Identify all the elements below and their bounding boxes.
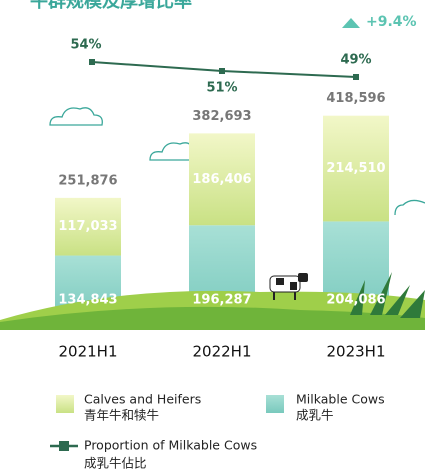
bar-value-label: 204,086: [326, 293, 385, 308]
bar-value-label: 134,843: [58, 293, 117, 308]
legend-marker: [59, 441, 69, 451]
legend-swatch: [266, 395, 284, 413]
bar-value-label: 196,287: [192, 293, 251, 308]
total-label: 382,693: [192, 109, 251, 124]
line-value-label: 54%: [70, 38, 101, 53]
line-value-label: 51%: [206, 81, 237, 96]
line-value-label: 49%: [340, 53, 371, 68]
bar-segment: [189, 133, 255, 226]
bar-segment: [323, 115, 389, 222]
line-marker: [89, 59, 95, 65]
grass: [350, 272, 425, 318]
legend-label: Proportion of Milkable Cows: [84, 438, 257, 453]
legend-label: 青年牛和犊牛: [84, 408, 159, 423]
bar-segment: [55, 197, 121, 256]
legend-label: 成乳牛佔比: [84, 456, 147, 471]
bar-value-label: 214,510: [326, 161, 385, 176]
line-marker: [353, 74, 359, 80]
x-tick-label: 2023H1: [327, 343, 386, 361]
up-icon: [342, 18, 360, 28]
line-marker: [219, 68, 225, 74]
legend-label: Calves and Heifers: [84, 392, 201, 407]
total-label: 418,596: [326, 91, 385, 106]
bar-value-label: 117,033: [58, 219, 117, 234]
x-tick-label: 2022H1: [193, 343, 252, 361]
hill-front: [0, 306, 425, 330]
x-tick-label: 2021H1: [59, 343, 118, 361]
legend-swatch: [56, 395, 74, 413]
annotation: +9.4%: [366, 14, 417, 30]
total-label: 251,876: [58, 173, 117, 188]
cow: [269, 273, 308, 300]
legend-label: Milkable Cows: [296, 392, 385, 407]
chart-title: 牛群规模及厚增比率: [30, 0, 192, 12]
legend-label: 成乳牛: [296, 408, 334, 423]
bar-value-label: 186,406: [192, 172, 251, 187]
